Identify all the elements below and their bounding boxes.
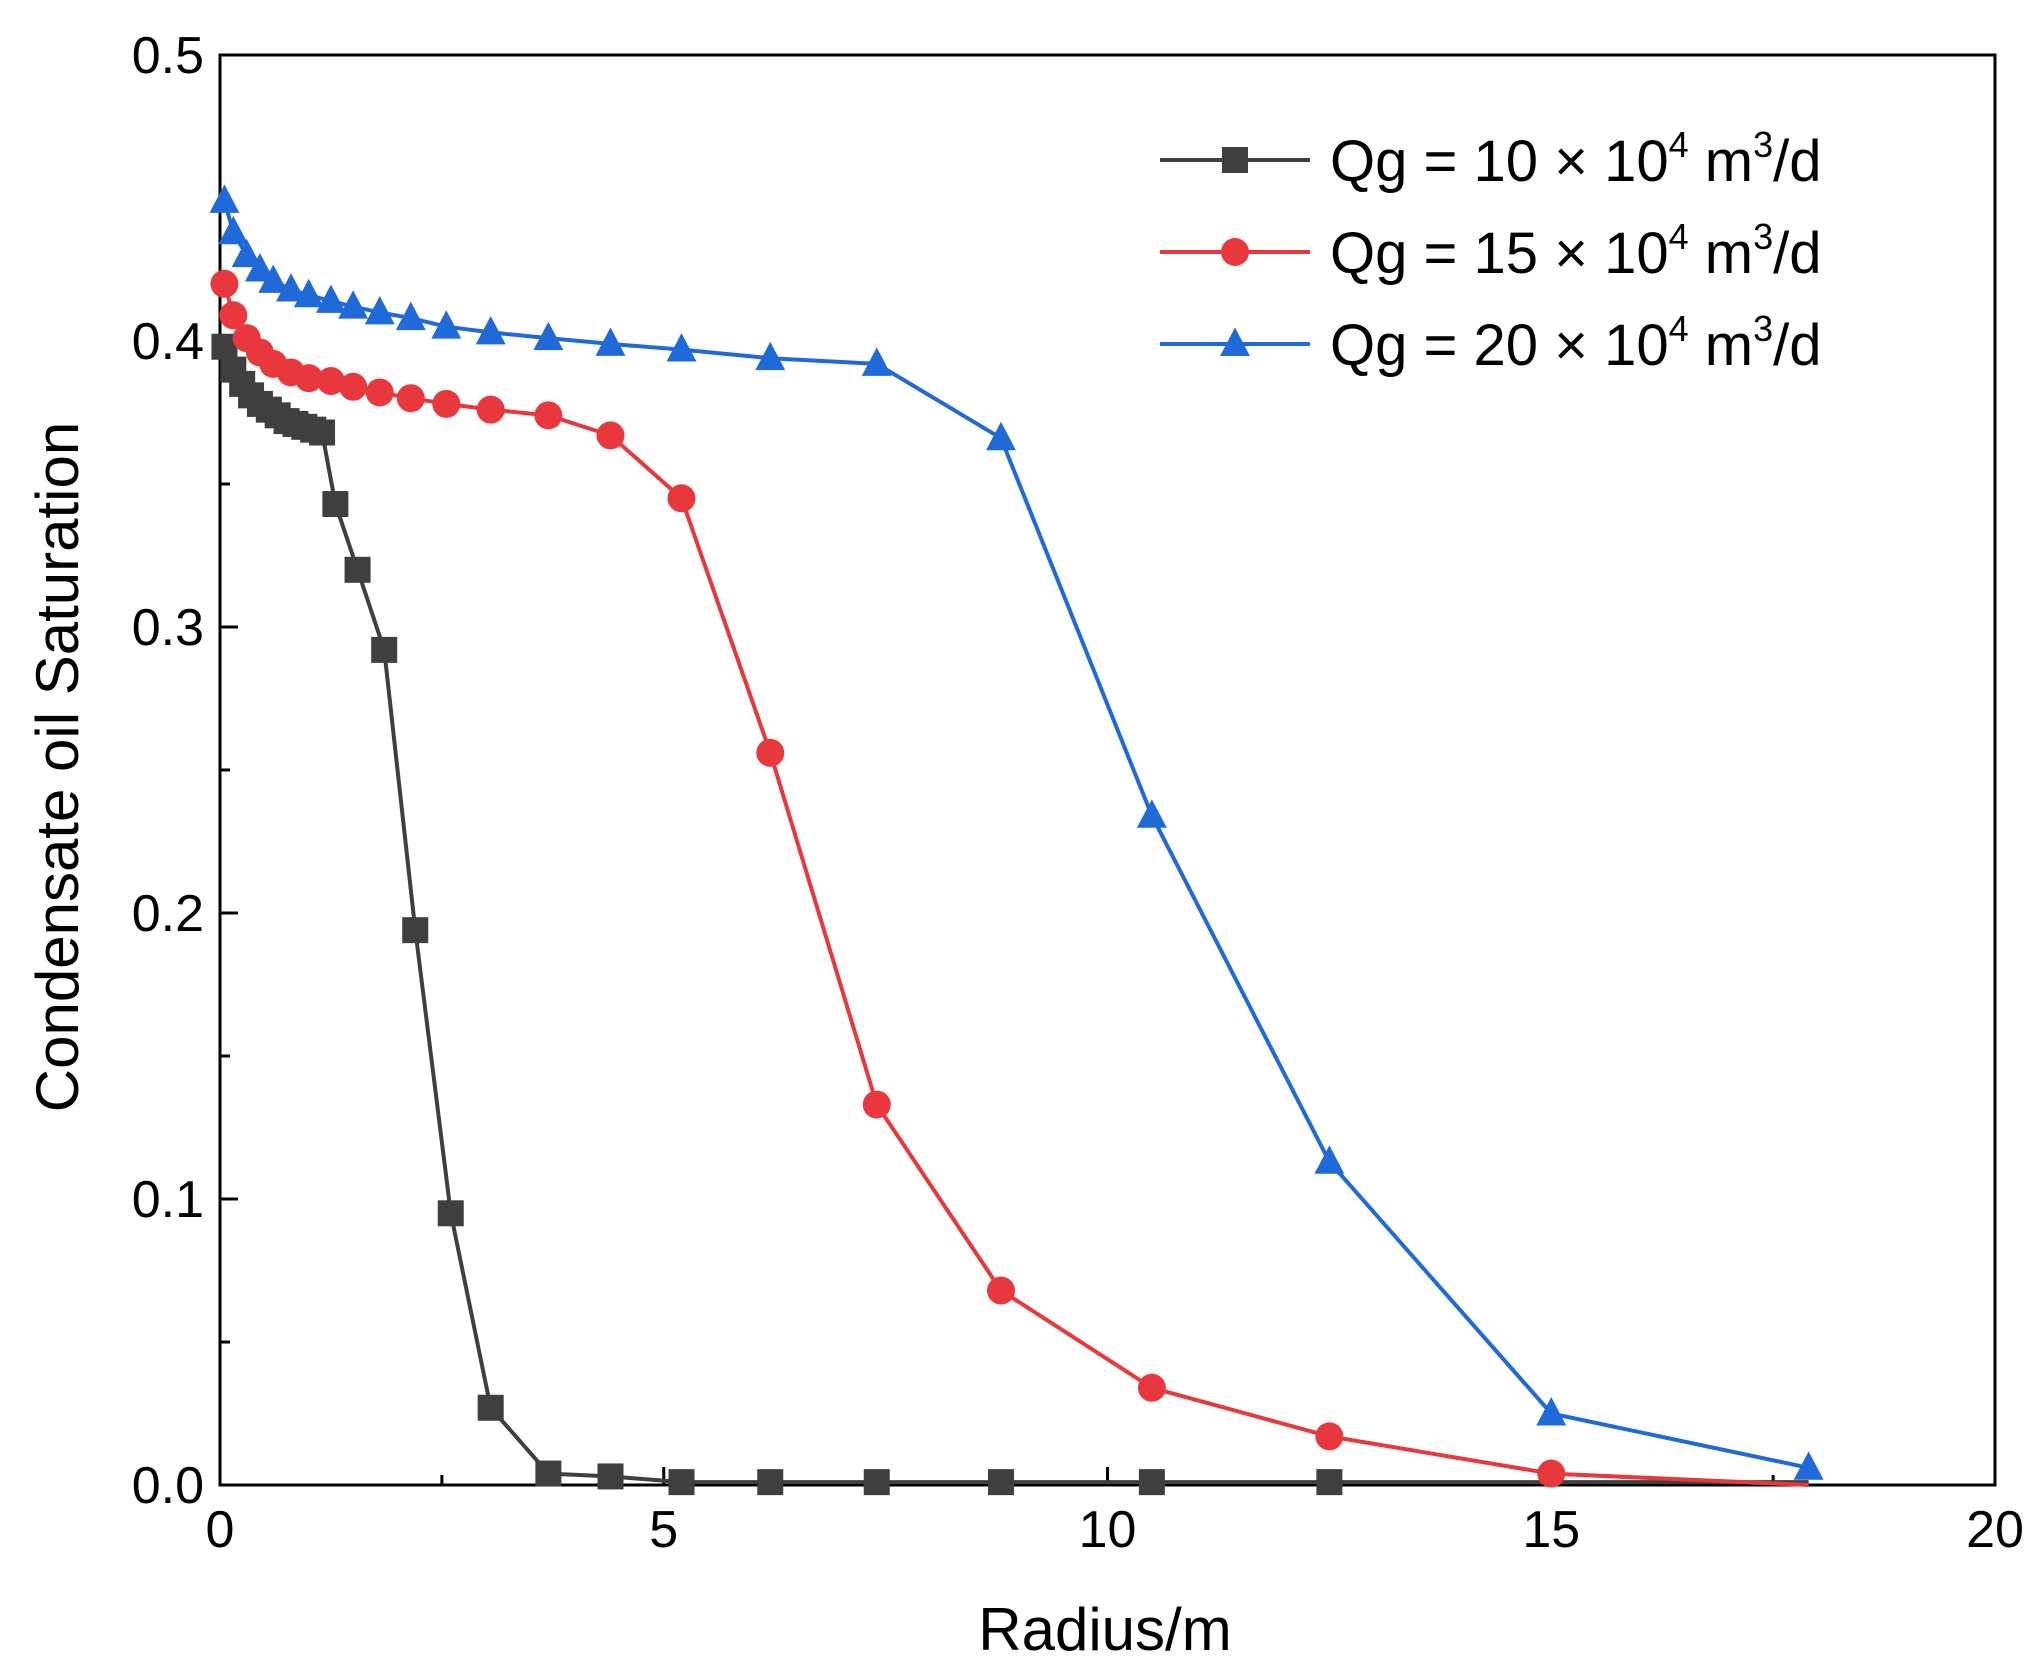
y-tick-label: 0.3 (132, 599, 204, 657)
data-point (1315, 1422, 1344, 1451)
data-point (294, 364, 323, 393)
series-line (222, 283, 1809, 1487)
data-point (668, 1469, 695, 1496)
data-point (402, 917, 429, 944)
y-tick-label: 0.0 (132, 1457, 204, 1515)
data-point (666, 333, 697, 362)
data-point (344, 556, 371, 583)
data-point (863, 1469, 890, 1496)
data-point (1137, 1373, 1166, 1402)
axes-layer: 0 5 10 15 20 0.0 0.1 0.2 0.3 0.4 0.5 (132, 27, 2024, 1559)
data-point (1314, 1145, 1345, 1174)
data-point (293, 278, 324, 308)
y-tick-label: 0.5 (132, 27, 204, 85)
y-tick-label: 0.2 (132, 885, 204, 943)
data-point (477, 1394, 504, 1421)
data-point (432, 389, 461, 418)
data-point (209, 184, 240, 213)
series-3 (209, 184, 1824, 1480)
data-point (316, 367, 345, 396)
series-1 (211, 333, 1809, 1496)
x-tick-label: 20 (1966, 1501, 2024, 1559)
data-point (244, 253, 275, 282)
legend-entry: Qg = 20 × 104 m3/d (1160, 308, 1821, 378)
data-point (1222, 147, 1248, 173)
data-point (861, 347, 892, 376)
series-layer (209, 184, 1824, 1496)
data-point (1537, 1459, 1566, 1488)
data-point (595, 327, 626, 356)
data-point (339, 372, 368, 401)
data-point (988, 1469, 1014, 1496)
data-point (365, 378, 394, 407)
data-point (276, 273, 306, 302)
x-tick-label: 5 (649, 1501, 678, 1559)
data-point (1220, 327, 1250, 356)
x-tick-label: 10 (1079, 1501, 1137, 1559)
x-tick-label: 0 (206, 1501, 235, 1559)
data-point (986, 421, 1016, 451)
data-point (756, 738, 785, 767)
data-point (219, 301, 248, 330)
data-point (315, 284, 346, 313)
data-point (597, 1463, 624, 1490)
legend-entry: Qg = 10 × 104 m3/d (1160, 124, 1821, 194)
data-point (1221, 238, 1249, 266)
legend-label: Qg = 20 × 104 m3/d (1330, 308, 1821, 378)
data-point (534, 401, 563, 430)
data-point (258, 264, 289, 293)
x-tick-label: 15 (1522, 1501, 1580, 1559)
data-point (210, 269, 239, 298)
data-point (1138, 1469, 1165, 1496)
data-point (395, 301, 426, 331)
data-point (862, 1090, 891, 1119)
y-tick-label: 0.4 (132, 313, 204, 371)
data-point (755, 341, 786, 371)
data-point (1536, 1397, 1567, 1426)
data-point (476, 395, 505, 424)
data-point (218, 215, 249, 245)
data-point (475, 315, 506, 345)
data-point (338, 290, 369, 319)
data-point (667, 484, 696, 513)
data-point (987, 1276, 1015, 1305)
data-point (757, 1469, 784, 1496)
data-point (396, 384, 425, 413)
series-2 (210, 269, 1809, 1488)
data-point (1136, 799, 1167, 828)
legend-label: Qg = 10 × 104 m3/d (1330, 124, 1821, 194)
data-point (596, 421, 625, 450)
data-point (364, 295, 395, 325)
data-point (309, 419, 336, 446)
data-point (533, 321, 564, 351)
legend: Qg = 10 × 104 m3/d Qg = 15 × 104 m3/d Qg =… (1160, 124, 1821, 378)
y-axis-title: Condensate oil Saturation (24, 422, 91, 1112)
legend-entry: Qg = 15 × 104 m3/d (1160, 216, 1821, 286)
data-point (371, 636, 398, 663)
data-point (1316, 1469, 1343, 1496)
x-axis-title: Radius/m (978, 1596, 1231, 1661)
data-point (231, 238, 262, 268)
legend-label: Qg = 15 × 104 m3/d (1330, 216, 1821, 286)
series-line (222, 345, 1809, 1485)
data-point (535, 1460, 562, 1487)
data-point (322, 491, 349, 518)
data-point (437, 1200, 464, 1227)
y-tick-label: 0.1 (132, 1171, 204, 1229)
data-point (431, 310, 462, 339)
data-point (1793, 1451, 1824, 1480)
